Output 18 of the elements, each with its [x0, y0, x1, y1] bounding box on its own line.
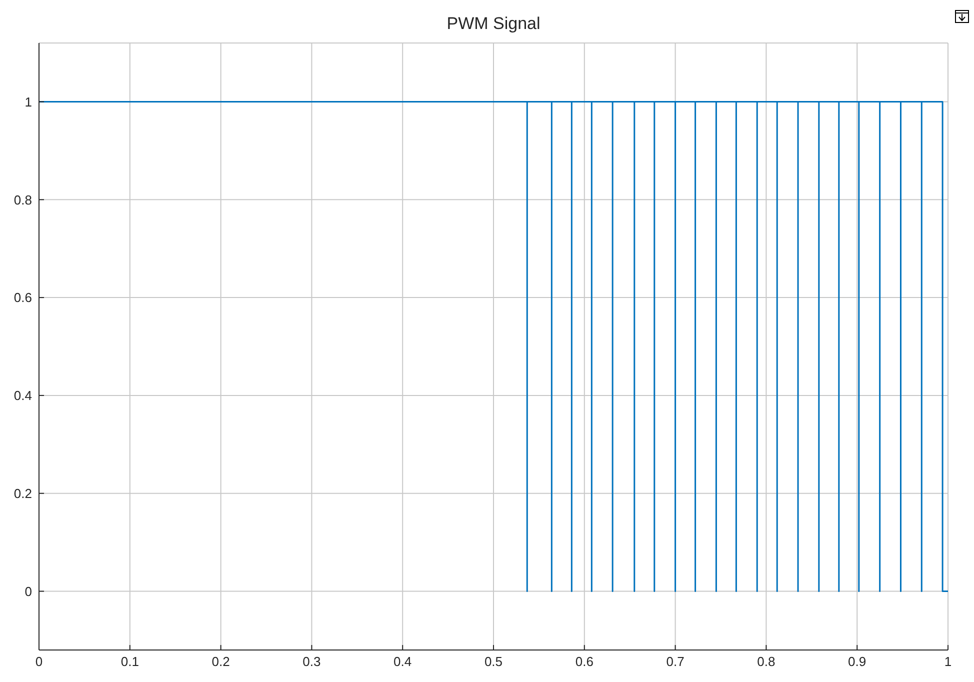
y-tick-label: 1 [24, 94, 32, 110]
x-tick-label: 0.1 [120, 654, 139, 670]
y-tick-label: 0.8 [14, 192, 32, 208]
x-tick-label: 0.2 [212, 654, 230, 670]
chart-title: PWM Signal [446, 14, 542, 34]
y-tick-label: 0.2 [14, 486, 32, 501]
x-tick-label: 0.6 [575, 654, 594, 670]
y-tick-label: 0.4 [14, 388, 32, 404]
x-tick-label: 0.3 [302, 654, 321, 670]
x-tick-label: 0.5 [484, 654, 503, 670]
x-tick-label: 0 [35, 654, 43, 670]
x-tick-label: 0.8 [757, 654, 776, 670]
x-tick-label: 0.9 [848, 654, 866, 670]
y-tick-label: 0.6 [14, 290, 32, 306]
x-tick-label: 0.7 [666, 654, 684, 670]
x-tick-label: 1 [944, 654, 952, 670]
y-tick-label: 0 [24, 584, 32, 599]
x-tick-label: 0.4 [394, 654, 412, 670]
